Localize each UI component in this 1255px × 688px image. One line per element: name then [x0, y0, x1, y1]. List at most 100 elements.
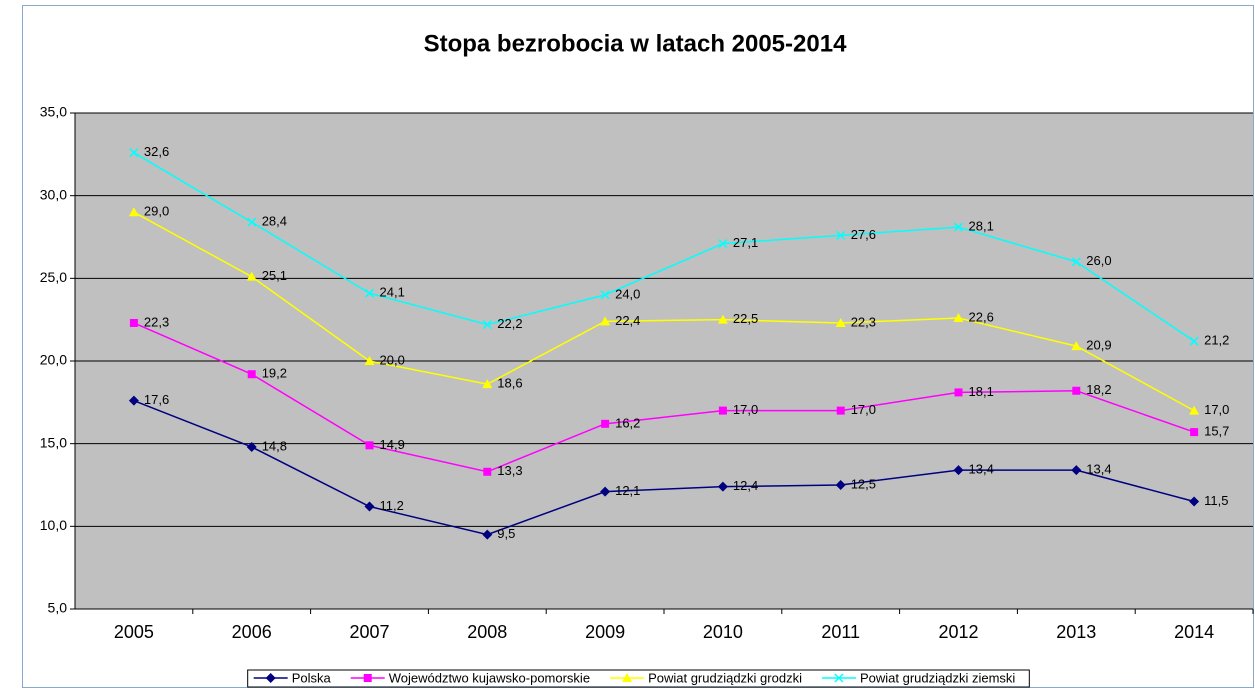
data-label: 13,4: [969, 462, 994, 477]
x-tick-label: 2010: [703, 622, 743, 642]
data-label: 22,4: [615, 313, 640, 328]
y-tick-label: 10,0: [40, 517, 67, 533]
data-label: 17,6: [144, 392, 169, 407]
data-label: 9,5: [497, 526, 515, 541]
x-tick-label: 2011: [821, 622, 860, 642]
marker: [1072, 386, 1081, 395]
data-label: 17,0: [1204, 402, 1229, 417]
marker: [363, 674, 372, 682]
marker: [718, 239, 728, 249]
marker: [129, 318, 138, 327]
data-label: 24,0: [615, 286, 640, 301]
marker: [1189, 336, 1199, 346]
marker: [600, 486, 611, 497]
marker: [953, 313, 964, 323]
marker: [954, 388, 963, 397]
marker: [1189, 496, 1200, 507]
data-label: 20,9: [1086, 338, 1111, 353]
data-label: 22,2: [497, 316, 522, 331]
marker: [246, 441, 257, 452]
marker: [622, 673, 633, 682]
marker: [600, 290, 610, 300]
data-label: 18,2: [1086, 382, 1111, 397]
marker: [364, 356, 375, 365]
x-tick-label: 2014: [1174, 622, 1214, 642]
marker: [128, 207, 139, 217]
data-label: 22,3: [144, 314, 169, 329]
data-label: 16,2: [615, 415, 640, 430]
data-label: 22,6: [969, 309, 994, 324]
data-label: 11,5: [1204, 493, 1228, 508]
series-line: [133, 211, 1195, 412]
marker: [718, 406, 727, 415]
data-label: 22,5: [733, 311, 758, 326]
marker: [1071, 257, 1081, 267]
data-label: 26,0: [1086, 253, 1111, 268]
data-label: 14,9: [380, 437, 405, 452]
data-label: 32,6: [144, 144, 169, 159]
y-tick-label: 35,0: [40, 104, 67, 120]
series-line: [133, 399, 1195, 536]
data-label: 12,1: [615, 483, 640, 498]
marker: [246, 271, 257, 281]
marker: [483, 467, 492, 476]
y-tick-label: 5,0: [48, 600, 68, 616]
chart-title: Stopa bezrobocia w latach 2005-2014: [424, 30, 847, 57]
legend-item: Województwo kujawsko-pomorskie: [350, 670, 590, 685]
marker: [953, 465, 964, 476]
y-tick-label: 25,0: [40, 269, 67, 285]
x-tick-label: 2005: [114, 622, 154, 642]
data-label: 28,1: [969, 219, 994, 234]
x-tick-label: 2006: [232, 622, 272, 642]
marker: [834, 673, 844, 683]
series-line: [133, 322, 1195, 473]
marker: [482, 320, 492, 330]
data-label: 29,0: [144, 204, 169, 219]
data-label: 13,4: [1086, 462, 1111, 477]
legend-item: Powiat grudziądzki grodzki: [610, 670, 802, 685]
marker: [836, 406, 845, 415]
data-label: 20,0: [380, 352, 405, 367]
marker: [482, 529, 493, 540]
marker: [364, 501, 375, 512]
marker: [365, 441, 374, 450]
marker: [1071, 465, 1082, 476]
data-label: 21,2: [1204, 333, 1229, 348]
marker: [1190, 428, 1199, 437]
x-tick-label: 2007: [349, 622, 389, 642]
y-tick-label: 30,0: [40, 186, 67, 202]
data-label: 17,0: [851, 402, 876, 417]
marker: [129, 148, 139, 158]
marker: [247, 370, 256, 379]
marker: [835, 480, 846, 490]
marker: [601, 419, 610, 428]
legend-label: Polska: [292, 670, 332, 685]
data-label: 11,2: [380, 498, 404, 513]
data-label: 19,2: [262, 366, 287, 381]
y-tick-label: 15,0: [40, 434, 67, 450]
marker: [364, 288, 375, 298]
data-label: 27,1: [733, 235, 758, 250]
legend-label: Województwo kujawsko-pomorskie: [389, 670, 590, 685]
marker: [717, 481, 728, 492]
data-label: 18,1: [969, 384, 994, 399]
data-label: 15,7: [1204, 424, 1229, 439]
legend-label: Powiat grudziądzki grodzki: [648, 670, 802, 685]
series-line: [133, 152, 1195, 342]
marker: [1071, 341, 1082, 351]
y-tick-label: 20,0: [40, 352, 67, 368]
marker: [836, 230, 846, 240]
marker: [482, 379, 493, 389]
data-label: 27,6: [851, 227, 876, 242]
marker: [835, 317, 846, 327]
data-label: 18,6: [497, 376, 522, 391]
data-label: 24,1: [380, 285, 405, 300]
x-tick-label: 2009: [585, 622, 625, 642]
marker: [265, 673, 276, 683]
legend-item: Powiat grudziądzki ziemski: [821, 670, 1015, 685]
marker: [247, 217, 257, 227]
legend-item: Polska: [253, 670, 332, 685]
legend-label: Powiat grudziądzki ziemski: [860, 670, 1015, 685]
data-label: 14,8: [262, 438, 287, 453]
